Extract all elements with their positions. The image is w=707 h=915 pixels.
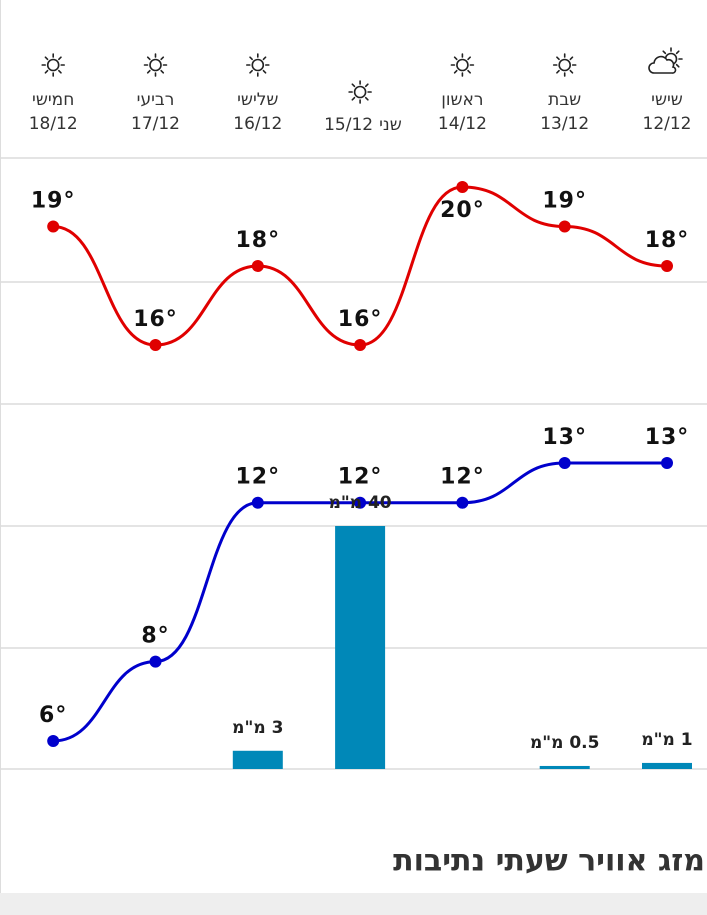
weather-icon	[41, 53, 66, 77]
sun-ray	[249, 56, 253, 61]
sun-core	[46, 58, 60, 72]
next-section-bar	[0, 893, 707, 915]
sun-ray	[453, 69, 458, 74]
temp-label: 18°	[645, 228, 690, 253]
temp-dot	[149, 339, 162, 351]
temp-label: 19°	[31, 189, 76, 214]
weather-icon	[245, 53, 270, 77]
sun-core	[558, 58, 572, 72]
weather-icon	[450, 53, 475, 77]
precip-bar	[539, 765, 590, 769]
sun-ray	[262, 56, 267, 61]
temp-dot	[456, 181, 469, 193]
weather-icon	[648, 47, 683, 74]
precip-label: 1 מ"מ	[641, 730, 692, 750]
day-date: 18/12	[29, 114, 78, 134]
sun-ray	[662, 50, 667, 55]
sun-ray	[556, 69, 560, 74]
day-date: 15/12	[324, 115, 373, 135]
temp-label: 18°	[235, 228, 280, 253]
section-heading: מזג אוויר שעתי נתיבות	[393, 844, 705, 879]
temp-label: 13°	[542, 425, 587, 450]
precip-bar	[232, 750, 283, 769]
sun-ray	[262, 69, 267, 74]
temp-dot	[47, 735, 60, 747]
day-date: 16/12	[233, 114, 282, 134]
sun-ray	[364, 96, 369, 101]
temp-label: 19°	[542, 189, 587, 214]
temp-label: 16°	[338, 307, 383, 332]
precip-label: 40 מ"מ	[329, 493, 392, 513]
temp-label: 8°	[141, 624, 169, 649]
sun-ray	[44, 69, 49, 74]
sun-ray	[58, 56, 62, 61]
sun-ray	[364, 83, 369, 88]
day-name: שישי	[651, 90, 683, 110]
precip-label: 3 מ"מ	[232, 718, 283, 738]
temp-dot	[558, 457, 571, 469]
sun-core	[149, 58, 162, 72]
sun-ray	[675, 63, 680, 68]
sun-ray	[160, 69, 165, 74]
temp-dot	[456, 496, 469, 509]
day-name: שלישי	[237, 90, 278, 110]
sun-ray	[467, 56, 471, 61]
day-name: שבת	[548, 90, 581, 110]
sun-ray	[58, 69, 62, 74]
precip-label: 0.5 מ"מ	[530, 733, 600, 753]
sun-ray	[569, 69, 574, 74]
precip-bar	[335, 526, 386, 769]
day-date: 12/12	[643, 114, 692, 134]
temp-dot	[558, 220, 571, 233]
temp-label: 12°	[338, 465, 383, 490]
sun-ray	[467, 69, 471, 74]
sun-ray	[351, 96, 356, 101]
weather-icon	[552, 53, 577, 77]
temp-dot	[661, 457, 673, 469]
temp-dot	[661, 260, 673, 272]
sun-ray	[569, 56, 574, 61]
weather-icon	[143, 53, 168, 77]
sun-ray	[146, 56, 151, 61]
temp-label: 6°	[39, 703, 67, 728]
sun-ray	[675, 50, 680, 55]
sun-ray	[249, 69, 253, 74]
temp-dot	[354, 496, 367, 509]
temp-label: 12°	[235, 465, 280, 490]
day-name: ראשון	[441, 90, 483, 110]
temp-dot	[149, 655, 162, 668]
temp-label: 20°	[440, 198, 485, 223]
sun-ray	[556, 56, 560, 61]
temp-label: 13°	[645, 425, 690, 450]
precip-bar	[642, 762, 692, 769]
temp-label: 12°	[440, 465, 485, 490]
day-date: 13/12	[540, 114, 589, 134]
day-name: רביעי	[137, 90, 175, 110]
day-name: חמישי	[32, 90, 74, 110]
sun-ray	[160, 56, 165, 61]
sun-core	[251, 58, 265, 72]
sun-core	[353, 85, 367, 99]
temp-dot	[354, 339, 367, 351]
temp-dot	[47, 220, 60, 233]
temp-label: 16°	[133, 307, 178, 332]
temp-dot	[251, 496, 264, 509]
day-date: 17/12	[131, 114, 180, 134]
weather-icon	[348, 80, 372, 104]
cloud	[648, 55, 677, 74]
day-name: שני	[379, 115, 402, 135]
sun-core	[456, 58, 469, 72]
sun-ray	[146, 69, 151, 74]
temp-dot	[251, 260, 264, 272]
day-date: 14/12	[438, 114, 487, 134]
sun-ray	[351, 83, 356, 88]
sun-ray	[453, 56, 458, 61]
sun-ray	[44, 56, 49, 61]
